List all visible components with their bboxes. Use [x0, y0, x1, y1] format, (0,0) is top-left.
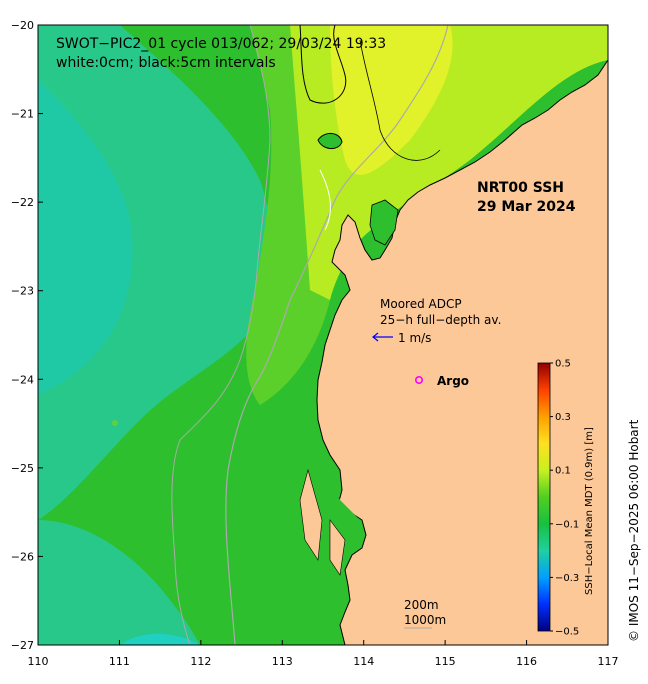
product-label-1: NRT00 SSH — [477, 180, 564, 196]
credit-text: © IMOS 11−Sep−2025 06:00 Hobart — [627, 419, 641, 642]
isobath-200m — [171, 25, 271, 645]
colorbar-tick-label: 0.5 — [555, 359, 571, 370]
x-tick-label: 110 — [28, 655, 49, 668]
colorbar-title: SSH−Local Mean MDT (0.9m) [m] — [584, 427, 595, 595]
isobath-label-200: 200m — [404, 598, 439, 612]
argo-marker-icon — [414, 375, 423, 384]
title-line-2: white:0cm; black:5cm intervals — [56, 55, 276, 71]
ssh-contour-2 — [359, 39, 441, 161]
argo-label: Argo — [437, 374, 469, 388]
y-tick-label: −21 — [11, 108, 34, 121]
ocean-teal-region — [38, 80, 133, 395]
shark-bay-island — [329, 519, 346, 576]
x-axis: 110 111 112 113 114 115 116 117 — [28, 640, 619, 668]
y-tick-label: −26 — [11, 550, 34, 563]
product-label-2: 29 Mar 2024 — [477, 199, 576, 215]
title-line-1: SWOT−PIC2_01 cycle 013/062; 29/03/24 19:… — [56, 36, 386, 52]
ssh-contour-zero — [319, 169, 331, 231]
peron-peninsula — [299, 468, 323, 561]
map-field — [38, 25, 608, 645]
y-tick-label: −25 — [11, 462, 34, 475]
ssh-contour-eddy — [317, 133, 343, 149]
isobath-label-1000: 1000m — [404, 613, 446, 627]
ocean-cyan-south — [38, 520, 200, 645]
adcp-label-1: Moored ADCP — [380, 297, 462, 311]
colorbar — [537, 362, 551, 632]
colorbar-tick-label: 0.1 — [555, 466, 571, 477]
x-tick-label: 112 — [190, 655, 211, 668]
adcp-scale-label: 1 m/s — [398, 331, 431, 345]
land-mass — [317, 60, 608, 645]
x-tick-label: 113 — [272, 655, 293, 668]
ocean-yellow-region — [330, 25, 453, 175]
adcp-arrow-icon — [372, 332, 393, 342]
exmouth-gulf — [369, 199, 399, 246]
coastline — [316, 59, 608, 645]
y-tick-label: −20 — [11, 19, 34, 32]
x-tick-label: 117 — [598, 655, 619, 668]
y-axis: −20 −21 −22 −23 −24 −25 −26 −27 — [11, 19, 43, 652]
colorbar-tick-label: 0.3 — [555, 412, 571, 423]
x-tick-label: 115 — [435, 655, 456, 668]
x-tick-label: 111 — [109, 655, 130, 668]
colorbar-ticks: 0.5 0.3 0.1 −0.1 −0.3 −0.5 — [550, 359, 579, 638]
y-tick-label: −24 — [11, 373, 34, 386]
colorbar-tick-label: −0.3 — [555, 573, 579, 584]
x-tick-label: 114 — [353, 655, 374, 668]
adcp-label-2: 25−h full−depth av. — [380, 313, 501, 327]
ocean-spot — [112, 420, 118, 426]
y-tick-label: −27 — [11, 639, 34, 652]
isobath-1000m — [225, 25, 449, 645]
y-tick-label: −22 — [11, 196, 34, 209]
colorbar-tick-label: −0.5 — [555, 627, 579, 638]
x-tick-label: 116 — [516, 655, 537, 668]
colorbar-tick-label: −0.1 — [555, 519, 579, 530]
plot-frame — [37, 24, 609, 646]
ssh-contour-1 — [299, 25, 347, 104]
ocean-cyan-spot — [120, 633, 200, 645]
y-tick-label: −23 — [11, 285, 34, 298]
